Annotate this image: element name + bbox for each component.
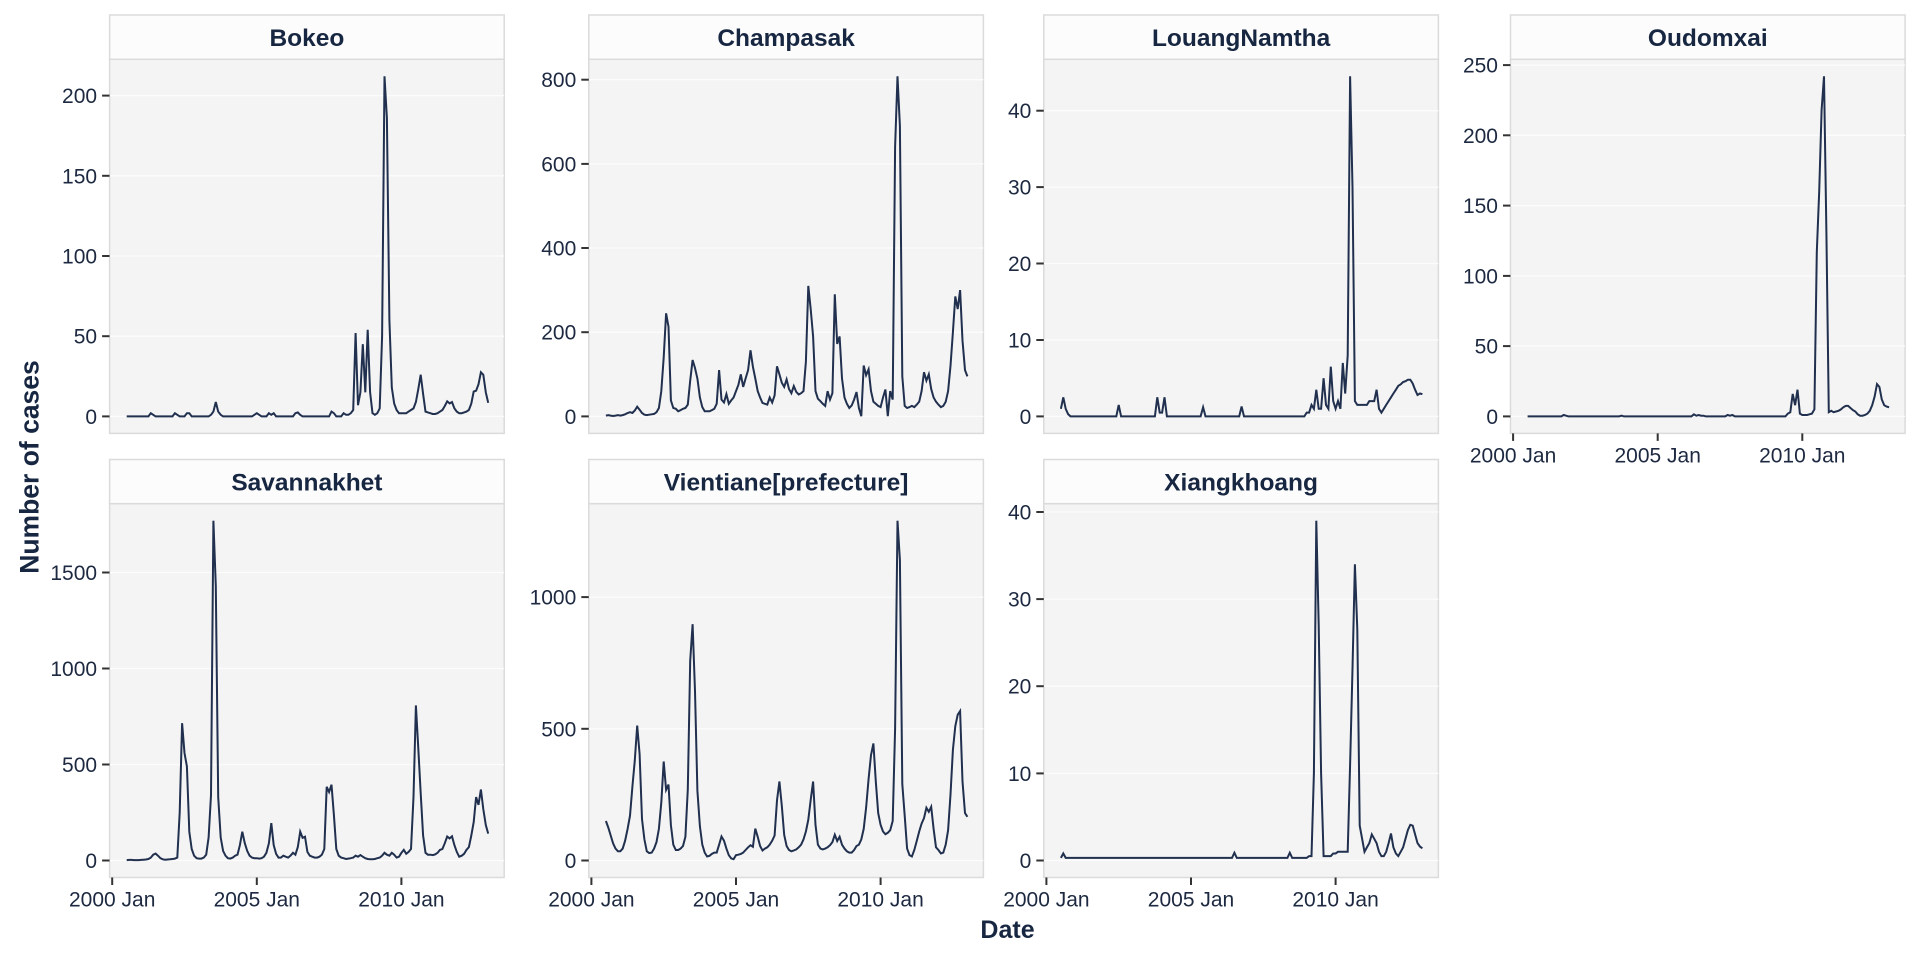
svg-text:500: 500 <box>62 754 97 777</box>
svg-text:Bokeo: Bokeo <box>269 25 344 52</box>
svg-text:Champasak: Champasak <box>717 25 855 52</box>
svg-text:Vientiane[prefecture]: Vientiane[prefecture] <box>664 470 909 497</box>
svg-text:250: 250 <box>1463 55 1498 78</box>
svg-text:0: 0 <box>565 850 577 873</box>
svg-text:20: 20 <box>1008 253 1031 276</box>
svg-text:40: 40 <box>1008 100 1031 123</box>
svg-text:2010 Jan: 2010 Jan <box>358 889 444 912</box>
svg-text:0: 0 <box>1020 850 1032 873</box>
svg-text:2005 Jan: 2005 Jan <box>1148 889 1234 912</box>
svg-text:30: 30 <box>1008 177 1031 200</box>
svg-text:50: 50 <box>1475 336 1498 359</box>
svg-text:10: 10 <box>1008 763 1031 786</box>
svg-text:2000 Jan: 2000 Jan <box>1003 889 1089 912</box>
svg-text:2010 Jan: 2010 Jan <box>1292 889 1378 912</box>
svg-text:150: 150 <box>1463 195 1498 218</box>
svg-text:100: 100 <box>62 246 97 269</box>
svg-text:0: 0 <box>1020 406 1032 429</box>
svg-text:50: 50 <box>74 326 97 349</box>
svg-text:2010 Jan: 2010 Jan <box>837 889 923 912</box>
svg-text:2005 Jan: 2005 Jan <box>214 889 300 912</box>
svg-text:2000 Jan: 2000 Jan <box>1470 444 1556 467</box>
svg-text:200: 200 <box>62 85 97 108</box>
svg-text:200: 200 <box>1463 125 1498 148</box>
svg-text:500: 500 <box>541 718 576 741</box>
svg-text:200: 200 <box>541 322 576 345</box>
svg-text:2000 Jan: 2000 Jan <box>69 889 155 912</box>
svg-text:2010 Jan: 2010 Jan <box>1759 444 1845 467</box>
svg-text:600: 600 <box>541 153 576 176</box>
svg-text:10: 10 <box>1008 330 1031 353</box>
svg-text:40: 40 <box>1008 502 1031 525</box>
svg-text:2000 Jan: 2000 Jan <box>548 889 634 912</box>
svg-text:1500: 1500 <box>50 562 97 585</box>
svg-text:0: 0 <box>85 850 97 873</box>
svg-text:Number of cases: Number of cases <box>15 360 45 574</box>
svg-text:0: 0 <box>565 406 577 429</box>
svg-text:LouangNamtha: LouangNamtha <box>1152 25 1331 52</box>
svg-text:Oudomxai: Oudomxai <box>1648 25 1768 52</box>
svg-text:2005 Jan: 2005 Jan <box>1614 444 1700 467</box>
svg-text:1000: 1000 <box>50 658 97 681</box>
svg-text:30: 30 <box>1008 589 1031 612</box>
svg-text:1000: 1000 <box>530 587 577 610</box>
svg-text:400: 400 <box>541 238 576 261</box>
svg-text:Date: Date <box>980 916 1034 944</box>
svg-text:0: 0 <box>85 406 97 429</box>
svg-text:800: 800 <box>541 69 576 92</box>
svg-text:100: 100 <box>1463 265 1498 288</box>
svg-text:2005 Jan: 2005 Jan <box>693 889 779 912</box>
svg-text:0: 0 <box>1486 406 1498 429</box>
svg-text:Savannakhet: Savannakhet <box>231 470 382 497</box>
svg-text:150: 150 <box>62 165 97 188</box>
svg-text:20: 20 <box>1008 676 1031 699</box>
svg-text:Xiangkhoang: Xiangkhoang <box>1164 470 1318 497</box>
